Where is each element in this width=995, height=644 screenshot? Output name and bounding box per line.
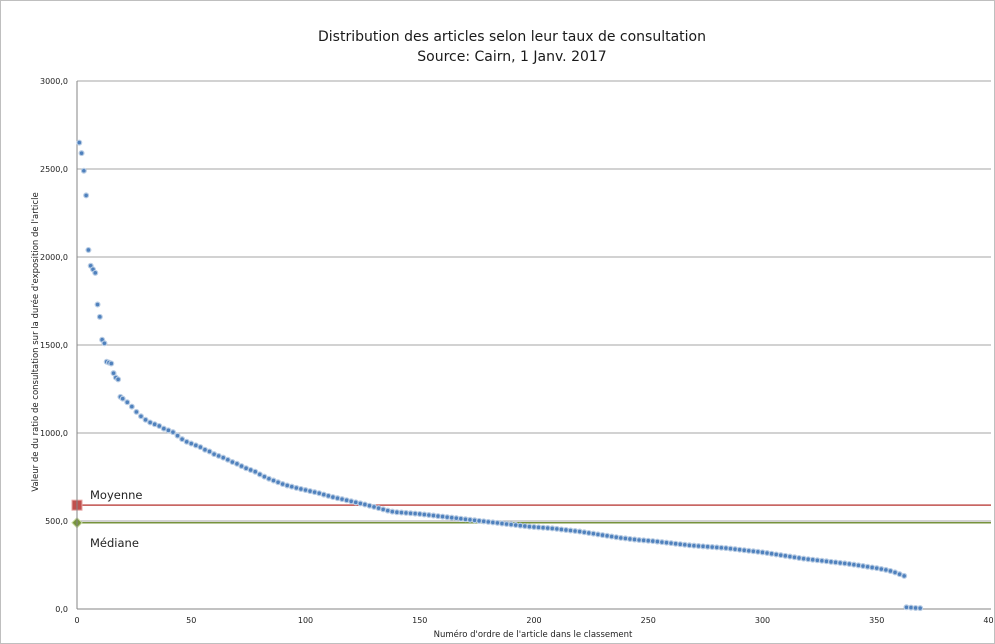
- data-point: [81, 168, 86, 173]
- data-point: [84, 193, 89, 198]
- y-tick-label: 1500,0: [40, 341, 68, 350]
- data-point: [79, 151, 84, 156]
- x-tick-label: 350: [869, 616, 884, 625]
- data-point: [918, 606, 923, 611]
- data-point: [207, 449, 212, 454]
- data-point: [102, 341, 107, 346]
- data-point: [253, 469, 258, 474]
- data-point: [97, 314, 102, 319]
- data-point: [109, 361, 114, 366]
- median-label: Médiane: [90, 536, 139, 550]
- y-tick-label: 2000,0: [40, 253, 68, 262]
- x-tick-label: 300: [755, 616, 770, 625]
- data-point: [902, 574, 907, 579]
- y-axis-label: Valeur de du ratio de consultation sur l…: [30, 192, 41, 491]
- data-point: [157, 424, 162, 429]
- data-point: [93, 270, 98, 275]
- data-point: [125, 400, 130, 405]
- x-tick-label: 200: [526, 616, 541, 625]
- x-tick-label: 100: [298, 616, 313, 625]
- data-point: [180, 437, 185, 442]
- chart-title: Distribution des articles selon leur tau…: [318, 29, 706, 45]
- data-point: [134, 409, 139, 414]
- x-tick-label: 50: [186, 616, 196, 625]
- data-point: [198, 445, 203, 450]
- data-point: [77, 140, 82, 145]
- x-axis-label: Numéro d'ordre de l'article dans le clas…: [434, 629, 633, 640]
- reference-lines: Moyenne Médiane: [72, 488, 991, 550]
- data-point: [86, 248, 91, 253]
- x-tick-label: 0: [74, 616, 79, 625]
- chart-subtitle: Source: Cairn, 1 Janv. 2017: [417, 49, 606, 65]
- y-tick-label: 2500,0: [40, 165, 68, 174]
- data-point: [116, 377, 121, 382]
- data-point: [95, 302, 100, 307]
- y-tick-label: 0,0: [55, 605, 68, 614]
- mean-label: Moyenne: [90, 488, 143, 502]
- data-point: [143, 417, 148, 422]
- x-tick-label: 150: [412, 616, 427, 625]
- data-point: [129, 404, 134, 409]
- axes: 0,0 500,0 1000,0 1500,0 2000,0 2500,0 3000,0 0 5…: [40, 77, 994, 625]
- data-point: [171, 430, 176, 435]
- data-point: [175, 433, 180, 438]
- y-tick-label: 500,0: [45, 517, 68, 526]
- data-point: [139, 414, 144, 419]
- y-tick-label: 1000,0: [40, 429, 68, 438]
- x-tick-label: 250: [641, 616, 656, 625]
- data-points: [77, 140, 923, 610]
- x-tick-label: 400: [983, 616, 994, 625]
- y-tick-label: 3000,0: [40, 77, 68, 86]
- data-point: [120, 396, 125, 401]
